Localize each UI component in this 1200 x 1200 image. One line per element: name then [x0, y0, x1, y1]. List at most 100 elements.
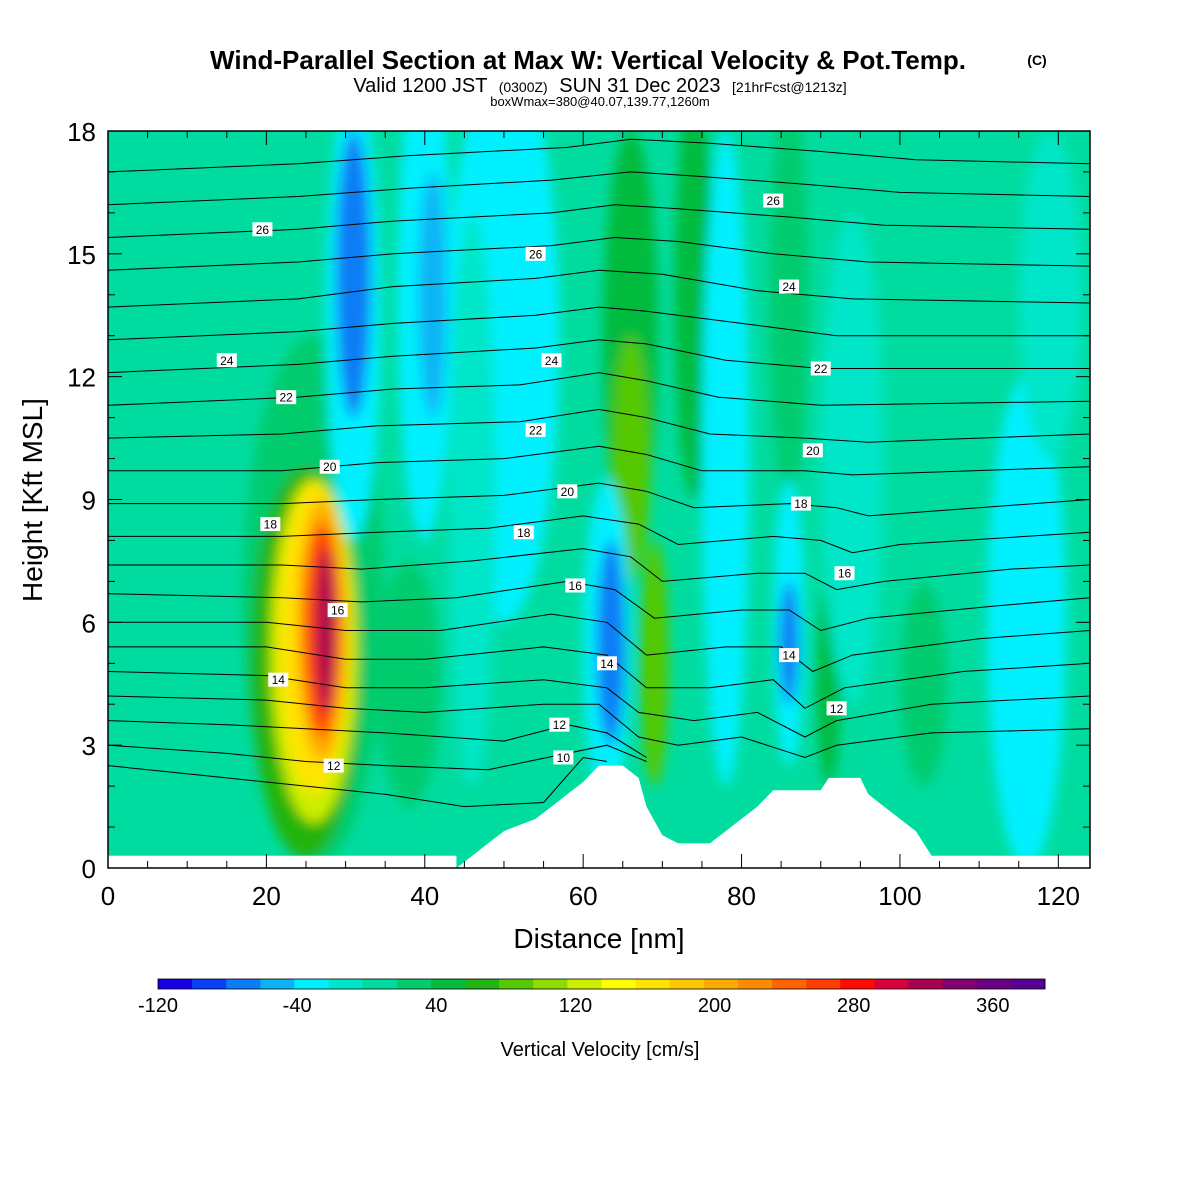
velocity-cell [769, 131, 809, 500]
isentrope-label: 22 [525, 422, 546, 437]
isentrope-label-box [779, 648, 800, 663]
isentrope-label-box [802, 443, 823, 458]
isentrope-label-box [323, 758, 344, 773]
isentrope-label-box [549, 717, 570, 732]
valid-zulu: (0300Z) [499, 79, 548, 95]
colorbar-swatch [362, 979, 398, 989]
velocity-cell [987, 376, 1067, 868]
isentrope-label-text: 12 [553, 718, 567, 732]
isentrope-label-text: 18 [794, 497, 808, 511]
isentrope-label: 18 [790, 496, 811, 511]
colorbar: -120 -40 40 120 200 280 360 [138, 978, 1046, 1017]
velocity-cell [701, 131, 750, 787]
x-tick-label: 60 [569, 881, 598, 911]
colorbar-swatch [942, 979, 978, 989]
colorbar-swatch [806, 979, 841, 989]
colorbar-swatch [840, 979, 875, 989]
isentrope-label-box [252, 222, 273, 237]
colorbar-swatch [192, 979, 227, 989]
colorbar-swatch [396, 979, 432, 989]
isentrope-label-box [790, 496, 811, 511]
isentrope-line [108, 671, 1090, 738]
isentrope-label-box [525, 422, 546, 437]
isentrope-label: 10 [553, 750, 574, 765]
x-tick-label: 100 [878, 881, 921, 911]
isentrope-line [108, 372, 1090, 406]
colorbar-swatch [260, 979, 295, 989]
isentrope-line [108, 515, 1090, 554]
colorbar-tick-label: 280 [837, 995, 870, 1017]
isentrope-label: 20 [557, 484, 578, 499]
isentrope-line [108, 482, 1090, 517]
isentrope-label-text: 24 [782, 280, 796, 294]
isentrope-label-text: 14 [600, 657, 614, 671]
isentrope-line [108, 580, 1090, 632]
colorbar-swatch [294, 979, 330, 989]
y-tick-label: 6 [82, 608, 96, 638]
y-tick-label: 15 [67, 240, 96, 270]
isentrope-label-text: 20 [561, 485, 575, 499]
chart-title: Wind-Parallel Section at Max W: Vertical… [210, 45, 966, 75]
isentrope-label: 26 [763, 193, 784, 208]
y-axis-title: Height [Kft MSL] [17, 398, 48, 602]
isentrope-line [108, 171, 1090, 206]
colorbar-swatch [533, 979, 568, 989]
isentrope-label-text: 14 [782, 649, 796, 663]
y-tick-label: 12 [67, 363, 96, 393]
colorbar-frame [157, 978, 1046, 990]
isentrope-label-text: 18 [264, 518, 278, 532]
colorbar-swatch [499, 979, 534, 989]
velocity-cell [899, 581, 948, 787]
isentrope-label-box [319, 459, 340, 474]
isentrope-label-box [553, 750, 574, 765]
isentrope-label-text: 22 [529, 423, 543, 437]
isentrope-label-text: 16 [838, 567, 852, 581]
isentrope-label-text: 12 [830, 702, 844, 716]
isentrope-label: 20 [319, 459, 340, 474]
isentrope-label: 26 [252, 222, 273, 237]
isentrope-label: 16 [327, 603, 348, 618]
isentrope-label-box [810, 361, 831, 376]
isentrope-label: 20 [802, 443, 823, 458]
x-tick-label: 120 [1037, 881, 1080, 911]
isentrope-label: 18 [513, 525, 534, 540]
x-tick-label: 80 [727, 881, 756, 911]
colorbar-tick-label: 360 [976, 995, 1009, 1017]
isentrope-label-box [525, 246, 546, 261]
colorbar-swatch [601, 979, 637, 989]
velocity-cell [779, 581, 799, 705]
isentrope-label-box [565, 578, 586, 593]
isentrope-label-text: 12 [327, 759, 341, 773]
isentrope-label: 22 [810, 361, 831, 376]
isentrope-label: 26 [525, 246, 546, 261]
copyright-mark: (C) [1027, 52, 1046, 68]
isentrope-label: 24 [541, 353, 562, 368]
isentrope-line [108, 269, 1090, 308]
colorbar-title: Vertical Velocity [cm/s] [501, 1039, 700, 1061]
terrain [108, 765, 1090, 868]
x-tick-label: 0 [101, 881, 115, 911]
velocity-cell [820, 212, 885, 705]
isentrope-label-box [216, 353, 237, 368]
colorbar-swatch [737, 979, 773, 989]
isentrope-line [108, 236, 1090, 271]
velocity-cell [448, 212, 497, 787]
x-tick-label: 20 [252, 881, 281, 911]
isentrope-label-box [327, 603, 348, 618]
colorbar-tick-label: -40 [283, 995, 312, 1017]
box-wmax-line: boxWmax=380@40.07,139.77,1260m [490, 94, 710, 109]
colorbar-swatch [635, 979, 671, 989]
valid-prefix: Valid 1200 JST [353, 75, 487, 97]
colorbar-tick-label: 200 [698, 995, 731, 1017]
isentrope-labels: 10 12 12 12 14 14 14 16 16 16 18 18 18 20 20 20 22 22 22 24… [216, 193, 855, 773]
isentrope-label-box [596, 656, 617, 671]
isentrope-label: 16 [565, 578, 586, 593]
isentrope-line [108, 204, 1090, 238]
colorbar-swatch [703, 979, 739, 989]
isentrope-label-box [779, 279, 800, 294]
isentrope-label: 12 [549, 717, 570, 732]
velocity-cell [377, 560, 441, 807]
plot-area: 10 12 12 12 14 14 14 16 16 16 18 18 18 20 20 20 22 22 22 24… [108, 131, 1090, 868]
isentrope-label: 12 [826, 701, 847, 716]
